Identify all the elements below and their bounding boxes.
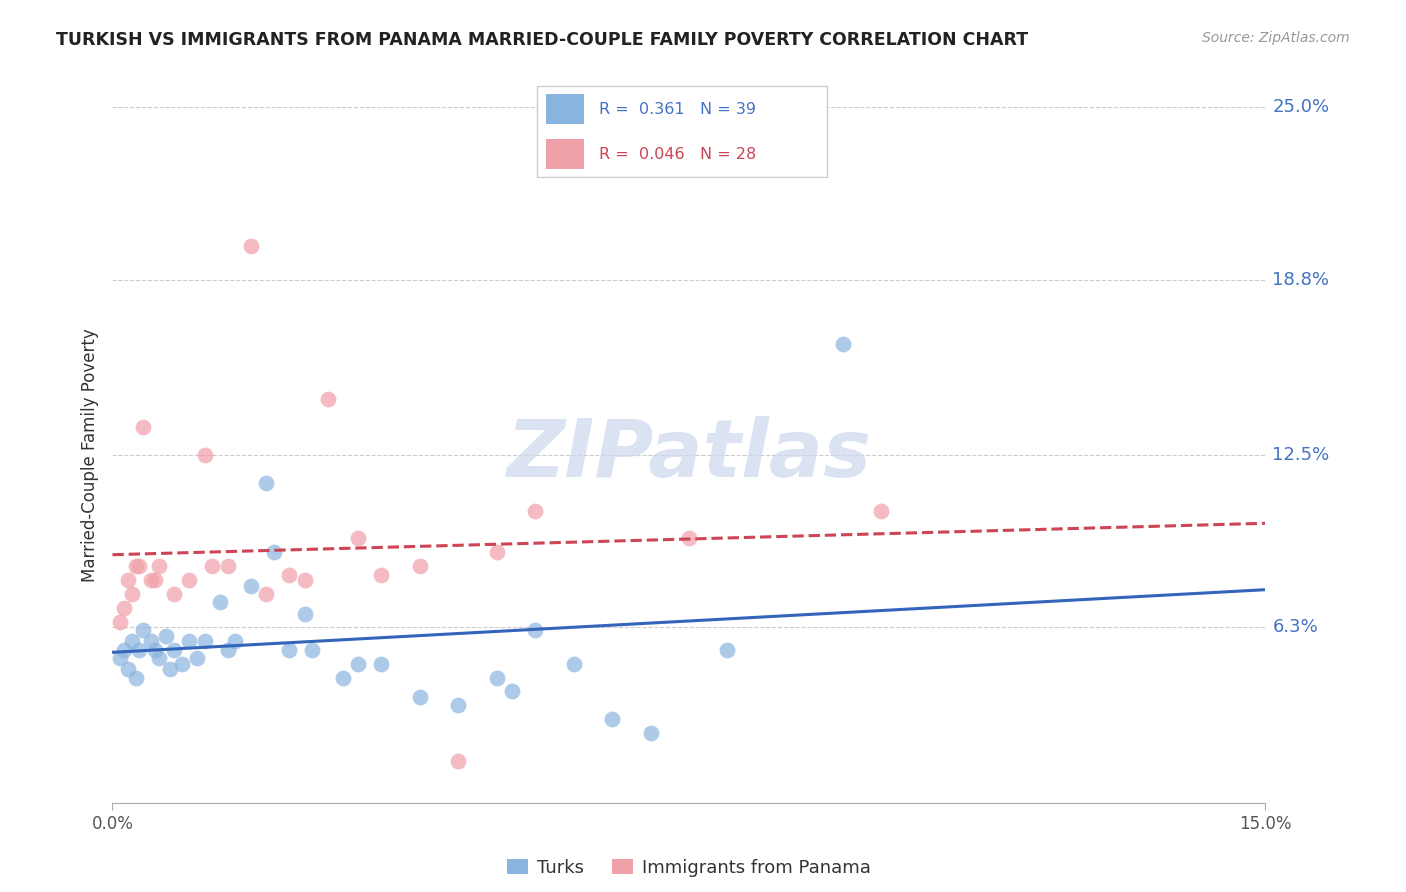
Point [716,642,738,657]
Point [263,545,285,559]
Point [294,573,316,587]
Point [179,634,201,648]
Point [254,587,277,601]
Legend: Turks, Immigrants from Panama: Turks, Immigrants from Panama [499,852,879,884]
Text: TURKISH VS IMMIGRANTS FROM PANAMA MARRIED-COUPLE FAMILY POVERTY CORRELATION CHAR: TURKISH VS IMMIGRANTS FROM PANAMA MARRIE… [56,31,1028,49]
Point [163,642,186,657]
Text: 25.0%: 25.0% [1272,98,1330,116]
Point [155,629,177,643]
Point [370,567,392,582]
Point [139,634,162,648]
Point [148,651,170,665]
Point [159,662,181,676]
Point [239,239,262,253]
Point [194,448,217,462]
FancyBboxPatch shape [537,86,827,178]
Point [128,642,150,657]
Point [128,559,150,574]
Point [179,573,201,587]
Point [447,698,470,713]
Point [117,662,139,676]
Point [485,545,508,559]
Text: ZIPatlas: ZIPatlas [506,416,872,494]
Point [124,671,146,685]
Point [347,532,370,546]
Point [139,573,162,587]
Point [301,642,323,657]
Text: 6.3%: 6.3% [1272,618,1319,637]
Point [501,684,523,698]
Point [600,712,623,726]
Point [112,601,135,615]
Point [132,420,155,434]
Point [143,573,166,587]
Text: 12.5%: 12.5% [1272,446,1330,464]
Point [332,671,354,685]
Point [194,634,217,648]
Point [124,559,146,574]
Point [108,651,131,665]
Text: Source: ZipAtlas.com: Source: ZipAtlas.com [1202,31,1350,45]
Y-axis label: Married-Couple Family Poverty: Married-Couple Family Poverty [80,328,98,582]
Point [278,642,301,657]
Point [485,671,508,685]
Point [524,624,547,638]
Point [870,503,893,517]
Point [132,624,155,638]
Point [170,657,193,671]
Point [163,587,186,601]
Point [117,573,139,587]
Point [562,657,585,671]
Point [278,567,301,582]
Point [112,642,135,657]
Point [217,642,239,657]
Point [640,726,662,740]
Text: R =  0.046   N = 28: R = 0.046 N = 28 [599,146,756,161]
Point [254,475,277,490]
Point [447,754,470,768]
Point [201,559,224,574]
Point [831,336,853,351]
Point [209,595,232,609]
Text: 18.8%: 18.8% [1272,270,1330,289]
Point [409,690,432,704]
Point [316,392,339,407]
Point [294,607,316,621]
Point [524,503,547,517]
Point [108,615,131,629]
Point [148,559,170,574]
Point [121,634,143,648]
Bar [546,95,585,124]
Point [409,559,432,574]
Point [186,651,208,665]
Point [239,579,262,593]
Point [143,642,166,657]
Point [121,587,143,601]
Point [217,559,239,574]
Bar [546,139,585,169]
Text: R =  0.361   N = 39: R = 0.361 N = 39 [599,102,756,117]
Point [370,657,392,671]
Point [347,657,370,671]
Point [224,634,246,648]
Point [678,532,700,546]
